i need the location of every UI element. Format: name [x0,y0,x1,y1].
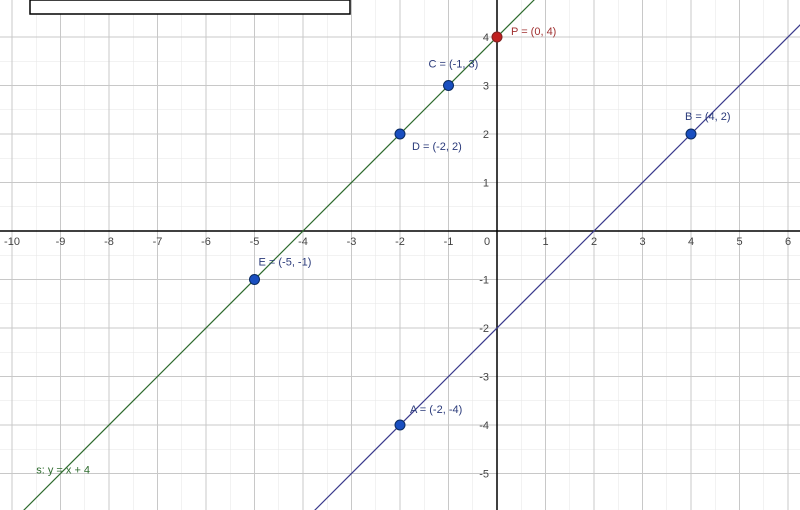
point-C [444,81,454,91]
axis-tick-label: 4 [483,32,489,44]
axis-tick-label: 3 [483,81,489,93]
axis-tick-label: 6 [785,236,791,248]
axis-tick-label: -3 [479,372,489,384]
coordinate-plane: -10-9-8-7-6-5-4-3-2-10123456-5-4-3-2-112… [0,0,800,510]
axis-tick-label: 1 [542,236,548,248]
axis-tick-label: -9 [56,236,66,248]
axis-tick-label: -5 [250,236,260,248]
axis-tick-label: -2 [479,323,489,335]
axis-tick-label: 3 [639,236,645,248]
axis-tick-label: -4 [479,420,489,432]
point-E [250,275,260,285]
line-label-s: s: y = x + 4 [36,465,90,477]
axis-tick-label: 1 [483,178,489,190]
graph-container: -10-9-8-7-6-5-4-3-2-10123456-5-4-3-2-112… [0,0,800,510]
point-P [492,32,502,42]
axis-tick-label: -1 [444,236,454,248]
points: P = (0, 4) C = (-1, 3) D = (-2, 2) B = (4, … [250,26,731,430]
axis-tick-label: 4 [688,236,694,248]
axis-tick-label: -7 [153,236,163,248]
axis-tick-label: -4 [298,236,308,248]
point-label-P: P = (0, 4) [511,26,556,38]
axis-tick-label: 0 [484,236,490,248]
axis-tick-label: -3 [347,236,357,248]
point-label-B: B = (4, 2) [685,111,731,123]
grid [0,0,800,510]
point-B [686,129,696,139]
axis-tick-label: 2 [591,236,597,248]
point-label-C: C = (-1, 3) [429,59,479,71]
axis-tick-label: -5 [479,469,489,481]
point-A [395,420,405,430]
axis-tick-label: 2 [483,129,489,141]
axis-tick-label: -2 [395,236,405,248]
point-label-D: D = (-2, 2) [412,141,462,153]
axis-tick-label: -10 [4,236,20,248]
axis-tick-label: -8 [104,236,114,248]
point-label-E: E = (-5, -1) [259,257,312,269]
point-label-A: A = (-2, -4) [410,404,462,416]
point-D [395,129,405,139]
top-panel-rect [30,0,350,14]
axis-tick-label: 5 [736,236,742,248]
axis-tick-label: -6 [201,236,211,248]
axis-tick-label: -1 [479,275,489,287]
